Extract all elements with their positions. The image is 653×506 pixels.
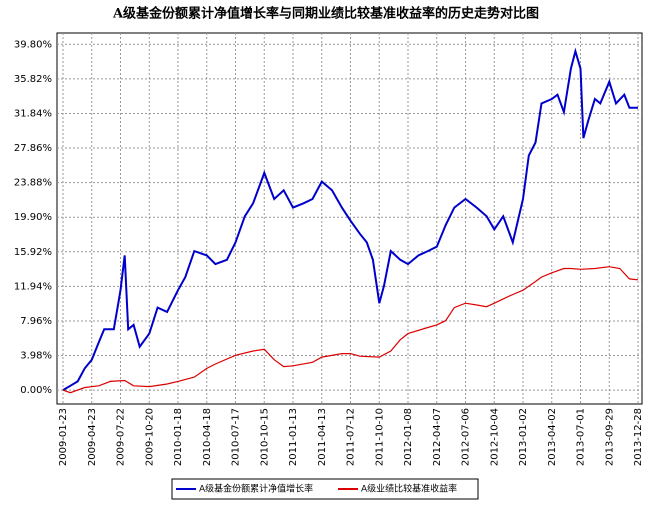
x-tick-label: 2012-01-08 (403, 408, 414, 466)
y-tick-label: 0.00% (20, 385, 52, 396)
legend-box (171, 478, 479, 500)
x-tick-label: 2011-04-13 (317, 408, 328, 466)
x-tick-label: 2009-07-22 (116, 408, 127, 466)
x-tick-label: 2010-10-15 (259, 408, 270, 466)
y-tick-label: 23.88% (14, 178, 52, 189)
x-tick-label: 2009-10-20 (144, 408, 155, 466)
y-tick-label: 27.86% (14, 143, 52, 154)
y-tick-label: 11.94% (14, 281, 52, 292)
legend-label: A级基金份额累计净值增长率 (199, 483, 313, 495)
y-tick-label: 7.96% (20, 316, 52, 327)
x-tick-label: 2011-07-12 (346, 408, 357, 466)
x-tick-label: 2009-01-23 (58, 408, 69, 466)
y-tick-label: 15.92% (14, 247, 52, 258)
y-tick-label: 39.80% (14, 39, 52, 50)
x-tick-label: 2010-01-18 (173, 408, 184, 466)
x-tick-label: 2011-10-10 (374, 408, 385, 466)
y-tick-label: 3.98% (20, 351, 52, 362)
y-tick-label: 19.90% (14, 212, 52, 223)
y-tick-label: 31.84% (14, 108, 52, 119)
x-tick-label: 2009-04-23 (87, 408, 98, 466)
series-line (62, 266, 639, 394)
x-tick-label: 2013-09-29 (604, 408, 615, 466)
x-tick-label: 2012-10-04 (489, 408, 500, 466)
x-tick-label: 2012-04-07 (432, 408, 443, 466)
x-tick-label: 2010-04-18 (202, 408, 213, 466)
series-line (62, 47, 638, 391)
x-tick-label: 2012-07-06 (461, 408, 472, 466)
x-tick-label: 2013-07-01 (576, 408, 587, 466)
x-tick-label: 2013-01-02 (518, 408, 529, 466)
chart-title: A级基金份额累计净值增长率与同期业绩比较基准收益率的历史走势对比图 (112, 6, 539, 22)
x-tick-label: 2010-07-17 (231, 408, 242, 466)
y-tick-label: 35.82% (14, 74, 52, 85)
legend-label: A级业绩比较基准收益率 (361, 483, 457, 495)
plot-frame (56, 32, 643, 405)
x-tick-label: 2013-04-02 (547, 408, 558, 466)
x-tick-label: 2013-12-28 (633, 408, 644, 466)
x-tick-label: 2011-01-13 (288, 408, 299, 466)
